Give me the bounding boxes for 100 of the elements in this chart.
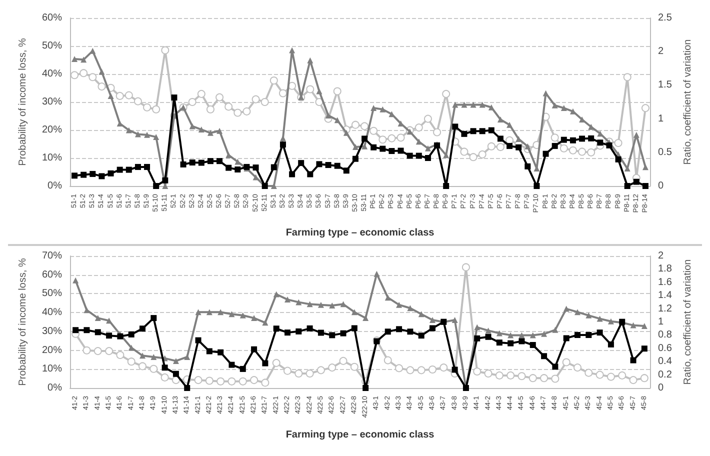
point [262,320,268,326]
point [194,376,202,384]
point [496,330,502,336]
point [552,326,558,333]
y2-tick-label: 0.2 [658,369,672,380]
point [418,311,424,318]
point [162,364,168,371]
point [306,301,313,308]
point [206,309,212,316]
point [407,328,414,335]
point [172,370,179,377]
point [84,307,90,314]
point [586,312,592,318]
point [508,332,514,338]
point [540,374,548,382]
point [218,309,224,316]
point [296,328,302,334]
point [495,371,504,380]
point [138,362,146,370]
point [452,317,458,324]
point [629,376,638,384]
y-tick-label: 20% [42,344,62,356]
point [530,342,536,348]
y2-tick-label: 0.5 [658,146,672,158]
point [541,330,548,337]
point [160,373,169,382]
point [418,332,424,339]
point [518,332,525,338]
y-tick-label: 0% [48,382,62,394]
y-axis-title: Probability of income loss, % [18,38,28,166]
x-axis-title: Farming type – economic class [286,228,435,238]
point [407,305,414,312]
point [618,371,626,380]
point [329,332,336,338]
point [630,322,636,328]
point [574,364,582,372]
point [72,327,79,334]
point [563,335,570,342]
y2-tick-label: 1.4 [658,290,672,302]
point [473,368,482,376]
point [284,296,290,303]
y2-tick-label: 0.8 [658,330,672,341]
point [328,364,336,372]
point [116,351,124,359]
point [351,325,358,332]
point [528,374,537,382]
y2-tick-label: 1 [658,316,664,328]
point [485,328,492,334]
point [261,378,270,387]
point [316,366,325,374]
y-tick-label: 20% [42,124,62,136]
point [228,377,236,386]
point [596,370,604,379]
point [596,316,603,322]
point [518,338,525,344]
point [508,340,514,346]
y-tick-label: 50% [42,40,62,52]
point [128,344,134,351]
point [384,328,391,335]
point [428,366,436,374]
point [284,366,292,375]
point [384,294,391,301]
point [406,366,414,374]
y2-tick-label: 1.2 [658,303,672,314]
point [641,346,648,352]
point [608,341,614,348]
point [238,377,247,386]
point [395,364,404,372]
point [272,358,280,367]
point [140,326,146,332]
point [340,301,346,308]
point [195,337,202,344]
point [228,362,235,368]
point [384,356,392,364]
point [216,377,225,386]
y2-tick-label: 2 [658,250,664,262]
point [294,369,303,378]
point [105,347,114,356]
point [82,346,91,354]
point [396,326,402,332]
point [417,366,426,374]
point [584,368,593,377]
point [172,358,179,364]
point [351,309,358,316]
point [150,364,158,373]
y2-tick-label: 1 [658,113,664,124]
y-tick-label: 0% [48,180,62,192]
point [462,263,470,272]
y2-tick-label: 2.5 [658,12,672,24]
point [552,364,558,370]
y2-tick-label: 1.8 [658,264,672,275]
point [106,332,112,339]
y-tick-label: 50% [42,288,62,300]
point [350,362,358,371]
y-tick-label: 60% [42,269,62,280]
point [474,335,480,342]
point [150,354,157,360]
point [430,317,436,324]
point [640,374,648,382]
point [273,291,280,298]
